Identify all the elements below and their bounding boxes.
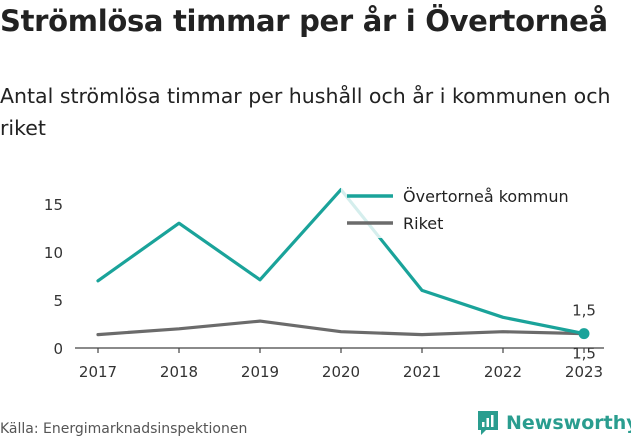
page-title: Strömlösa timmar per år i Övertorneå [0,4,608,38]
x-tick-label: 2020 [322,363,360,381]
x-tick-label: 2018 [160,363,198,381]
brand-logo: Newsworthy [476,409,631,437]
legend-label: Övertorneå kommun [403,187,569,206]
legend-label: Riket [403,214,443,233]
y-tick-label: 10 [44,244,63,262]
series-line-1 [96,319,586,337]
x-tick-label: 2023 [565,363,603,381]
x-tick-label: 2017 [79,363,117,381]
brand-name: Newsworthy [506,412,631,434]
page-subtitle: Antal strömlösa timmar per hushåll och å… [0,84,611,140]
end-value-label: 1,5 [572,302,596,320]
x-tick-label: 2022 [484,363,522,381]
newsworthy-logo-icon [478,411,498,435]
x-tick-label: 2019 [241,363,279,381]
legend-background [341,182,596,238]
series-end-point [578,328,590,340]
y-tick-label: 15 [44,196,63,214]
y-tick-label: 5 [53,292,63,310]
x-tick-label: 2021 [403,363,441,381]
end-value-label: 1,5 [572,345,596,363]
source-note: Källa: Energimarknadsinspektionen [0,421,248,437]
y-tick-label: 0 [53,340,63,358]
